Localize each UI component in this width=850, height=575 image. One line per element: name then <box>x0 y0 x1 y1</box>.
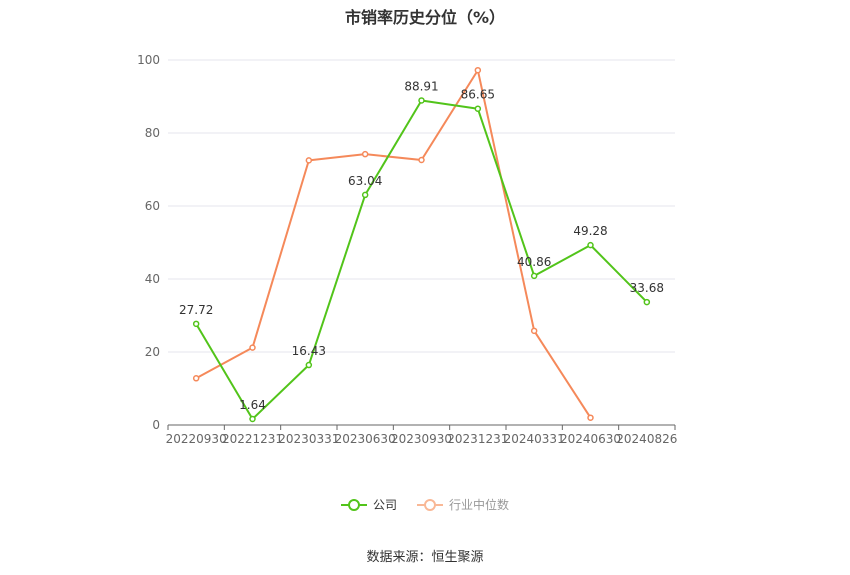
data-point-company <box>418 97 425 104</box>
data-label-company: 16.43 <box>292 344 326 358</box>
data-point-company <box>249 415 256 423</box>
y-tick-label: 100 <box>137 53 160 67</box>
y-tick-label: 80 <box>145 126 160 140</box>
data-point-industry-median <box>418 156 425 164</box>
data-label-company: 33.68 <box>630 281 664 295</box>
chart-title: 市销率历史分位（%） <box>344 8 506 27</box>
x-tick-label: 20230630 <box>335 432 396 446</box>
data-point-industry-median <box>249 344 256 351</box>
y-tick-label: 0 <box>152 418 160 432</box>
x-tick-label: 20240331 <box>504 432 565 446</box>
legend-item-company[interactable]: 公司 <box>340 496 397 513</box>
data-label-company: 40.86 <box>517 255 551 269</box>
legend: 公司 行业中位数 <box>0 496 850 513</box>
legend-industry-label: 行业中位数 <box>449 498 510 512</box>
data-label-company: 1.64 <box>239 398 266 412</box>
data-label-company: 63.04 <box>348 174 382 188</box>
data-point-company <box>587 241 594 249</box>
data-label-company: 86.65 <box>461 88 495 102</box>
y-tick-label: 20 <box>145 345 160 359</box>
data-label-company: 27.72 <box>179 303 213 317</box>
data-point-company <box>361 191 369 199</box>
data-point-company <box>530 272 538 280</box>
source-note: 数据来源：恒生聚源 <box>366 550 484 565</box>
data-point-company <box>305 361 313 369</box>
legend-item-industry-median[interactable]: 行业中位数 <box>417 496 509 513</box>
data-point-industry-median <box>530 327 538 335</box>
x-tick-label: 20230331 <box>278 432 339 446</box>
legend-company-label: 公司 <box>372 498 397 512</box>
data-point-industry-median <box>474 66 482 74</box>
data-point-industry-median <box>361 150 369 158</box>
y-tick-label: 60 <box>145 199 160 213</box>
data-point-industry-median <box>305 157 313 164</box>
y-tick-label: 40 <box>145 272 160 286</box>
data-label-company: 88.91 <box>404 79 438 93</box>
series-line-company <box>195 99 648 421</box>
data-label-company: 49.28 <box>573 224 607 238</box>
data-point-industry-median <box>587 414 594 421</box>
legend-industry-marker-icon <box>417 498 443 512</box>
data-point-industry-median <box>192 375 200 382</box>
x-tick-label: 20240826 <box>616 432 677 446</box>
x-tick-label: 20240630 <box>560 432 621 446</box>
x-tick-label: 20221231 <box>222 432 283 446</box>
x-tick-label: 20231231 <box>447 432 508 446</box>
x-tick-label: 20220930 <box>166 432 227 446</box>
data-point-company <box>474 105 482 112</box>
legend-company-marker-icon <box>340 498 367 512</box>
x-tick-label: 20230930 <box>391 432 452 446</box>
data-point-company <box>643 298 651 306</box>
series-line-industry-median <box>195 69 592 419</box>
data-point-company <box>192 320 200 328</box>
